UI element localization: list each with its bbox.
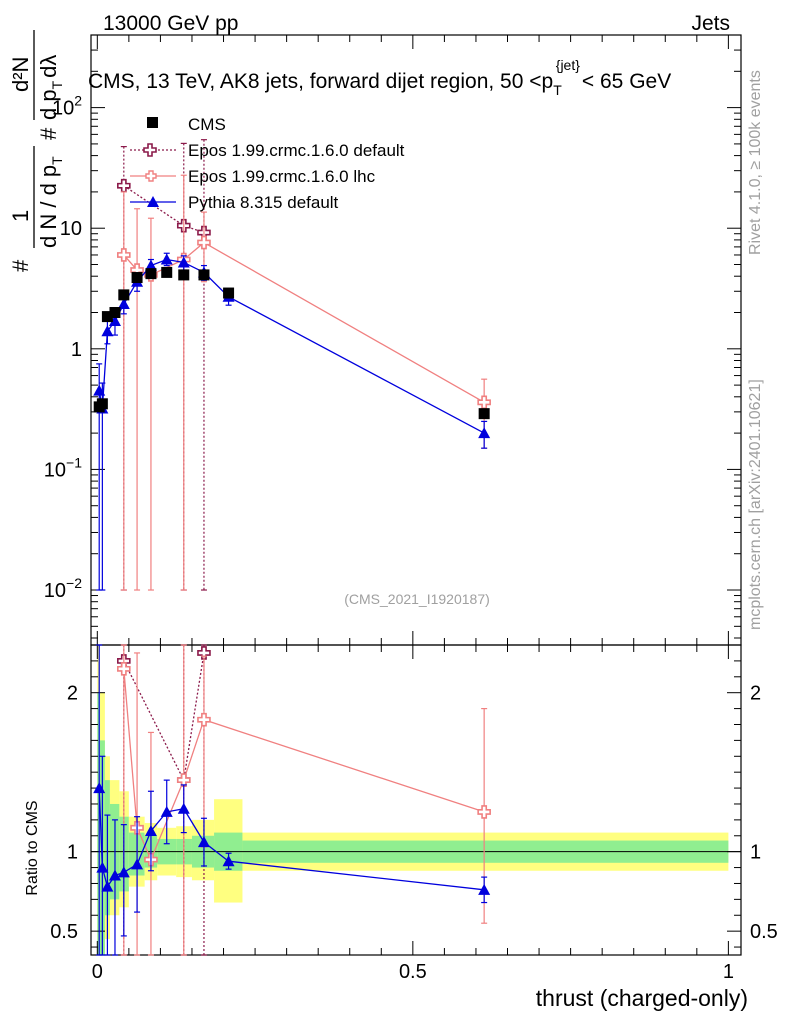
ratio-point <box>160 805 173 817</box>
data-point <box>197 235 211 250</box>
legend-item-pythia: Pythia 8.315 default <box>130 193 339 212</box>
y-tick-label: 1 <box>71 339 82 361</box>
ratio-tick-label-right: 1 <box>750 842 761 864</box>
ylabel-d2N: d²N <box>8 57 33 92</box>
ratio-point <box>144 825 157 836</box>
watermark: (CMS_2021_I1920187) <box>344 591 490 607</box>
cms-point <box>96 398 108 410</box>
ylabel-den: d pTdλ <box>36 55 65 120</box>
axes: 0 0.5 1 102 10 1 10−1 10−2 2 2 1 1 0.5 0.5 <box>44 34 778 983</box>
x-tick-label: 1 <box>723 961 734 983</box>
y-axis-label-main: # 1 d N / d pT # d²N d pTdλ <box>8 30 65 272</box>
cms-point <box>198 269 210 281</box>
y-axis-label-ratio: Ratio to CMS <box>24 800 41 895</box>
ratio-point <box>177 802 190 814</box>
cms-point <box>161 266 173 278</box>
legend: CMS Epos 1.99.crmc.1.6.0 default Epos 1.… <box>130 115 405 212</box>
y-tick-label: 10 <box>60 218 82 240</box>
ratio-point <box>477 805 491 819</box>
data-point <box>108 315 121 327</box>
data-point <box>177 256 190 268</box>
data-point <box>117 298 130 310</box>
ratio-point <box>222 855 235 867</box>
green-band-0 <box>97 692 100 955</box>
title-suffix: < 65 GeV <box>582 70 671 93</box>
series-line <box>98 258 485 434</box>
x-tick-label: 0 <box>92 961 103 983</box>
data-point <box>117 248 131 262</box>
ratio-point <box>176 773 191 787</box>
ylabel-one: 1 <box>8 210 33 222</box>
data-point <box>144 259 157 271</box>
ratio-point <box>131 858 144 870</box>
series-ratio-line <box>123 652 205 783</box>
legend-item-epos-lhc: Epos 1.99.crmc.1.6.0 lhc <box>130 167 376 186</box>
ratio-bands <box>97 645 729 955</box>
title-prefix: CMS, 13 TeV, AK8 jets, forward dijet reg… <box>88 70 542 93</box>
cms-point <box>101 311 113 323</box>
legend-label-epos-default: Epos 1.99.crmc.1.6.0 default <box>188 141 405 160</box>
data-series <box>93 139 491 956</box>
cms-point <box>178 269 190 281</box>
data-point <box>160 253 173 265</box>
ylabel-dN: d N / d pT <box>36 156 65 248</box>
ratio-tick-label-right: 2 <box>750 683 761 705</box>
ratio-tick-label: 1 <box>67 842 78 864</box>
category-label: Jets <box>691 12 730 35</box>
cms-point <box>118 289 130 301</box>
ratio-point <box>117 866 130 878</box>
data-point <box>117 178 131 193</box>
cms-point <box>131 272 143 284</box>
y-tick-label: 10−2 <box>44 575 82 602</box>
data-point <box>478 427 491 439</box>
plot-title: CMS, 13 TeV, AK8 jets, forward dijet reg… <box>88 57 671 98</box>
legend-item-cms: CMS <box>147 115 226 134</box>
rivet-label: Rivet 4.1.0, ≥ 100k events <box>747 70 764 255</box>
ratio-point <box>117 662 131 676</box>
legend-label-cms: CMS <box>188 115 226 134</box>
ratio-tick-label: 2 <box>67 683 78 705</box>
title-sup: {jet} <box>556 57 580 73</box>
series-line <box>123 241 485 403</box>
data-point <box>101 325 114 337</box>
data-point <box>477 395 491 410</box>
mcplots-label: mcplots.cern.ch [arXiv:2401.10621] <box>747 379 764 630</box>
cms-point <box>223 287 235 299</box>
ylabel-hash2: # <box>36 127 61 140</box>
legend-item-epos-default: Epos 1.99.crmc.1.6.0 default <box>130 141 405 160</box>
x-tick-label: 0.5 <box>399 961 427 983</box>
ratio-point <box>197 646 211 660</box>
title-p: p <box>542 70 554 93</box>
ratio-tick-label: 0.5 <box>50 921 78 943</box>
x-axis-label: thrust (charged-only) <box>536 985 748 1011</box>
energy-label: 13000 GeV pp <box>103 12 238 35</box>
y-tick-label: 102 <box>52 93 82 120</box>
legend-label-pythia: Pythia 8.315 default <box>188 193 339 212</box>
ratio-point <box>96 861 109 873</box>
cms-point <box>109 307 121 319</box>
ratio-frame <box>90 644 742 956</box>
ratio-point <box>197 836 210 848</box>
series-cms <box>93 266 490 420</box>
ratio-tick-label-right: 0.5 <box>750 921 778 943</box>
cms-point <box>478 408 490 420</box>
ratio-point <box>478 883 491 895</box>
legend-label-epos-lhc: Epos 1.99.crmc.1.6.0 lhc <box>188 167 376 186</box>
series-ratio-line <box>123 668 485 862</box>
ratio-point <box>108 869 121 881</box>
y-tick-label: 10−1 <box>44 454 82 481</box>
ratio-point <box>101 880 114 892</box>
ratio-point <box>197 712 211 727</box>
cms-point <box>145 268 157 280</box>
title-sub: T <box>553 82 562 98</box>
ylabel-hash1: # <box>8 259 33 272</box>
